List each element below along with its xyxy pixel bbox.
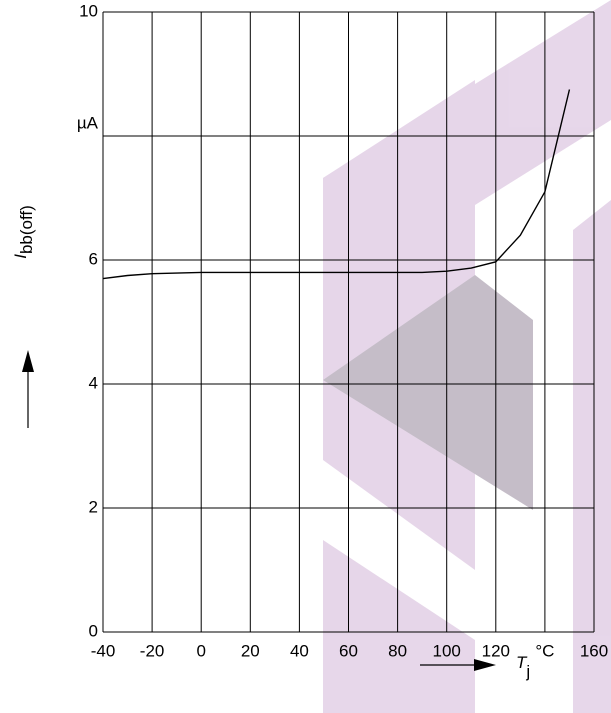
y-tick-label: 4 (89, 373, 98, 392)
x-tick-label: 20 (241, 641, 260, 660)
x-tick-label: 100 (433, 641, 461, 660)
y-arrow (22, 350, 34, 428)
x-axis-label: Tj (516, 653, 530, 681)
y-tick-label: 0 (89, 621, 98, 640)
y-tick-label: 10 (79, 1, 98, 20)
y-tick-label: 6 (89, 249, 98, 268)
x-arrow (420, 659, 496, 671)
y-axis-label: Ibb(off) (11, 205, 36, 259)
x-tick-label: °C (535, 641, 554, 660)
y-tick-label: 2 (89, 497, 98, 516)
y-tick-label: µA (77, 113, 99, 132)
x-label-subscript: j (525, 662, 530, 681)
y-label-subscript: bb(off) (17, 205, 36, 254)
x-label-symbol: T (516, 653, 528, 672)
x-tick-label: 60 (339, 641, 358, 660)
watermark (323, 0, 611, 713)
y-label-symbol: I (11, 254, 30, 259)
data-line (102, 89, 571, 280)
x-tick-label: -40 (91, 641, 116, 660)
x-tick-label: 120 (482, 641, 510, 660)
x-tick-label: 80 (388, 641, 407, 660)
x-tick-label: 160 (580, 641, 608, 660)
x-tick-label: -20 (140, 641, 165, 660)
x-tick-label: 40 (290, 641, 309, 660)
x-tick-label: 0 (196, 641, 205, 660)
